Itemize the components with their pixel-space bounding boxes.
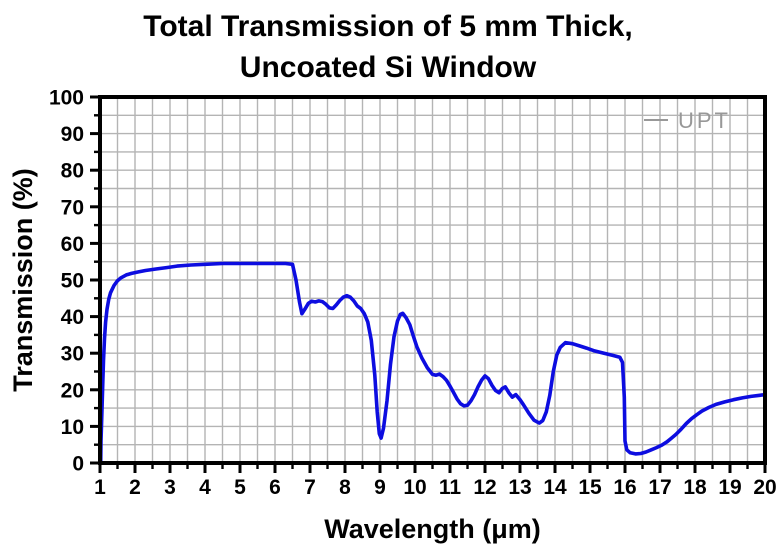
y-tick-label: 30 [61,343,84,366]
x-tick-label: 15 [578,476,602,499]
transmission-curve [98,261,767,465]
x-tick-label: 2 [129,476,141,499]
plot-frame [98,95,767,465]
x-tick-label: 7 [304,476,316,499]
x-tick-label: 14 [543,476,567,499]
x-tick-label: 18 [683,476,707,499]
legend-label: UPT [678,108,731,133]
x-tick-label: 17 [648,476,671,499]
x-tick-label: 6 [269,476,281,499]
x-tick-label: 1 [94,476,106,499]
x-tick-label: 10 [403,476,426,499]
y-tick-label: 10 [61,416,84,439]
x-tick-label: 16 [613,476,636,499]
x-tick-label: 12 [473,476,496,499]
x-tick-label: 13 [508,476,531,499]
y-tick-label: 100 [49,87,84,110]
tick-labels: 1 2 3 4 5 6 7 8 9 10 11 12 13 14 15 16 17 18 19 20010203040… [49,87,776,500]
x-tick-label: 4 [199,476,211,499]
y-tick-label: 40 [61,306,84,329]
y-tick-label: 60 [61,233,84,256]
y-tick-label: 20 [61,379,84,402]
chart-title-line1: Total Transmission of 5 mm Thick, [143,10,633,43]
x-tick-label: 19 [718,476,741,499]
x-tick-label: 9 [374,476,386,499]
x-tick-label: 3 [164,476,176,499]
x-tick-label: 20 [753,476,776,499]
x-tick-label: 5 [234,476,246,499]
x-axis-title: Wavelength (μm) [324,514,541,544]
y-tick-label: 90 [61,123,84,146]
x-tick-label: 8 [339,476,351,499]
y-tick-label: 0 [72,453,84,476]
chart-title-line2: Uncoated Si Window [239,51,537,84]
y-axis-title: Transmission (%) [8,168,38,392]
y-tick-label: 70 [61,196,84,219]
y-tick-label: 80 [61,160,84,183]
chart-title: Total Transmission of 5 mm Thick, Uncoat… [0,6,776,88]
x-tick-label: 11 [439,476,462,499]
axis-ticks [90,95,767,473]
legend: UPT [644,108,731,133]
y-tick-label: 50 [61,270,84,293]
grid [100,97,765,463]
